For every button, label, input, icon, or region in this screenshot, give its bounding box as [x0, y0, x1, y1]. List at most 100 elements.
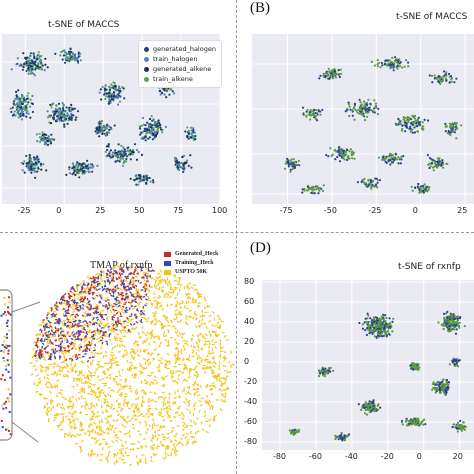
tmap-branch — [42, 358, 47, 361]
tmap-branch — [155, 319, 159, 323]
tmap-branch — [72, 334, 75, 337]
scatter-point — [392, 69, 395, 72]
scatter-point — [453, 121, 456, 124]
tmap-branch — [134, 406, 138, 410]
scatter-point — [118, 87, 122, 90]
tmap-branch — [201, 334, 205, 338]
scatter-point — [144, 135, 147, 138]
tmap-branch — [117, 321, 120, 325]
scatter-point — [30, 167, 33, 170]
tmap-branch — [96, 318, 100, 322]
tmap-branch — [43, 339, 46, 343]
scatter-point — [64, 51, 67, 54]
scatter-point — [19, 108, 22, 111]
tmap-branch — [181, 433, 185, 437]
tmap-branch — [47, 319, 51, 323]
tmap-branch — [173, 445, 177, 450]
scatter-point — [38, 132, 41, 135]
scatter-point — [76, 165, 79, 168]
tmap-branch — [208, 399, 212, 403]
scatter-point — [440, 80, 443, 83]
scatter-point — [33, 57, 36, 60]
scatter-point — [44, 63, 47, 66]
scatter-point — [432, 159, 435, 162]
tmap-branch — [99, 351, 103, 355]
tmap-branch — [137, 354, 141, 357]
scatter-point — [37, 160, 41, 163]
scatter-point — [424, 188, 427, 191]
scatter-point — [18, 99, 21, 102]
tmap-inset-point — [7, 306, 10, 309]
tmap-branch — [101, 371, 105, 375]
tmap-branch — [105, 443, 109, 446]
scatter-point — [29, 55, 32, 58]
tmap-branch — [219, 342, 222, 346]
scatter-point — [23, 106, 26, 109]
tmap-branch — [72, 411, 76, 415]
scatter-point — [31, 60, 34, 63]
tmap-branch — [189, 424, 193, 427]
tmap-branch — [116, 451, 119, 456]
scatter-point — [20, 161, 23, 164]
scatter-point — [356, 181, 359, 184]
tmap-branch — [104, 354, 108, 358]
tmap-branch — [66, 338, 69, 342]
tmap-branch — [82, 282, 85, 286]
tmap-branch — [146, 276, 149, 280]
tmap-branch — [103, 369, 106, 374]
scatter-point — [82, 162, 85, 165]
tmap-branch — [98, 335, 102, 339]
tmap-branch — [216, 374, 220, 377]
tmap-branch — [87, 453, 90, 457]
tmap-branch — [118, 393, 122, 396]
tmap-branch — [80, 360, 84, 363]
scatter-point — [27, 61, 30, 64]
scatter-point — [39, 162, 42, 165]
tmap-branch — [105, 290, 108, 294]
tmap-branch — [75, 353, 78, 357]
tmap-branch — [114, 339, 119, 342]
tmap-branch — [110, 322, 115, 325]
tmap-branch — [121, 368, 124, 372]
scatter-point — [165, 96, 168, 99]
tmap-branch — [42, 334, 45, 337]
tmap-branch — [150, 321, 153, 325]
tmap-branch — [223, 369, 227, 372]
tmap-branch — [152, 335, 156, 339]
tmap-branch — [62, 406, 66, 411]
tmap-branch — [71, 415, 75, 419]
scatter-point — [326, 371, 329, 374]
scatter-point — [110, 83, 113, 86]
tmap-branch — [159, 425, 163, 429]
tmap-branch — [153, 422, 156, 427]
tmap-branch — [124, 297, 127, 301]
scatter-point — [442, 75, 445, 78]
tmap-branch — [118, 430, 122, 433]
tmap-branch — [48, 390, 52, 394]
tmap-branch — [105, 410, 109, 413]
tmap-branch — [128, 387, 132, 390]
tmap-branch — [50, 313, 54, 316]
scatter-point — [350, 151, 353, 154]
tmap-branch — [88, 348, 91, 352]
tmap-branch — [58, 355, 62, 358]
tmap-branch — [130, 373, 134, 377]
tmap-branch — [110, 424, 114, 428]
scatter-point — [186, 126, 189, 129]
scatter-point — [367, 178, 370, 181]
tmap-branch — [180, 351, 183, 355]
tmap-branch — [197, 393, 201, 397]
tmap-branch — [65, 341, 69, 344]
tmap-branch — [144, 339, 147, 343]
tmap-branch — [105, 427, 109, 431]
tmap-branch — [85, 345, 88, 349]
tmap-branch — [180, 302, 184, 305]
scatter-point — [28, 59, 31, 62]
scatter-point — [416, 185, 419, 188]
tmap-inset-point — [3, 335, 6, 338]
tmap-branch — [99, 458, 103, 462]
scatter-point — [139, 133, 142, 136]
tmap-branch — [84, 291, 88, 295]
scatter-point — [68, 106, 71, 109]
tmap-branch — [63, 293, 67, 296]
